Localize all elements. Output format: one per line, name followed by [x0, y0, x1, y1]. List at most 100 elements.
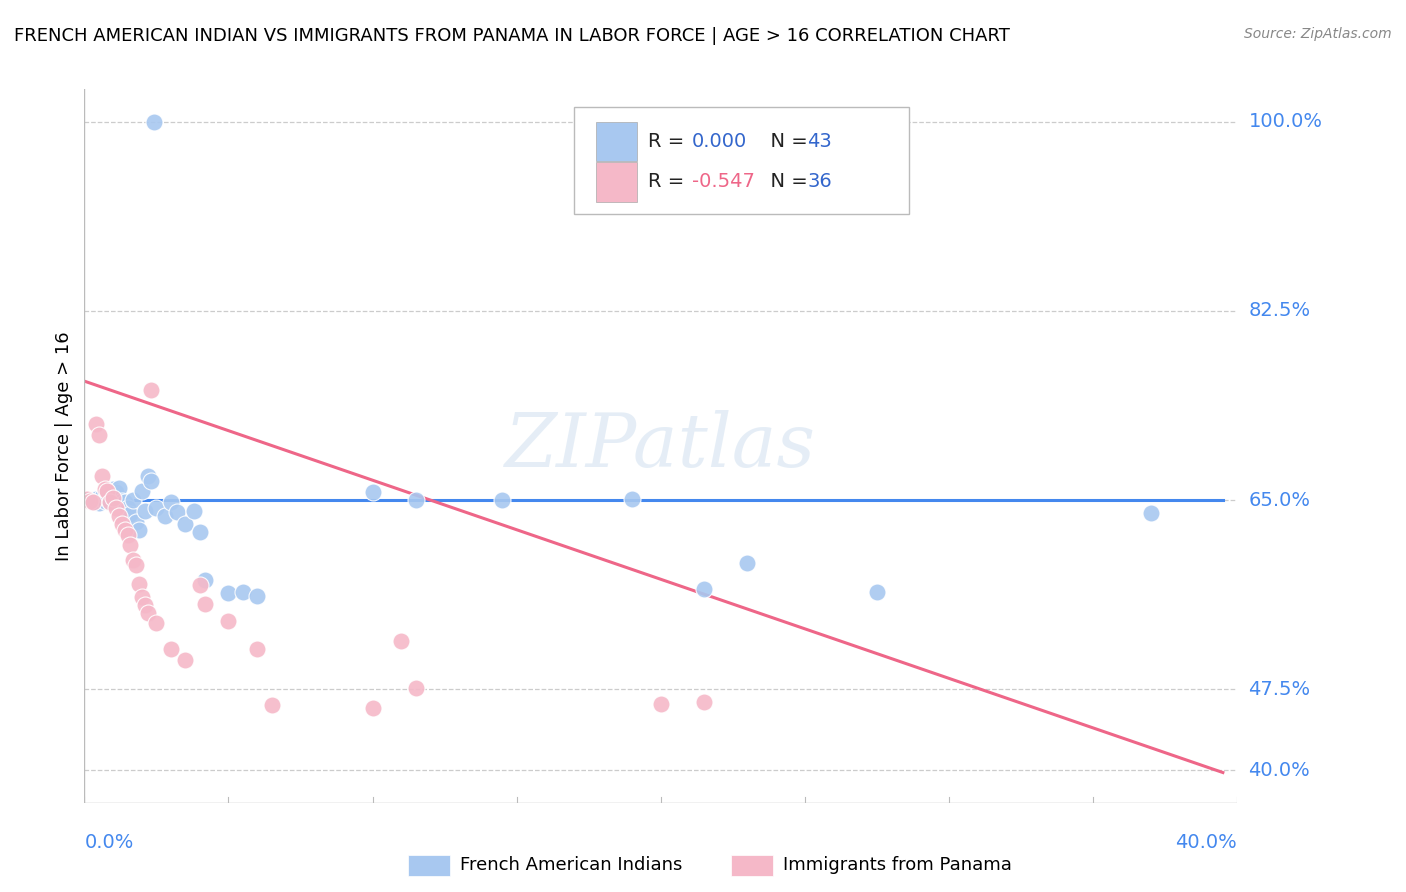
Point	[108, 481, 131, 495]
Point	[194, 597, 217, 611]
Text: FRENCH AMERICAN INDIAN VS IMMIGRANTS FROM PANAMA IN LABOR FORCE | AGE > 16 CORRE: FRENCH AMERICAN INDIAN VS IMMIGRANTS FRO…	[14, 27, 1010, 45]
Point	[96, 484, 118, 499]
Text: 40.0%: 40.0%	[1249, 761, 1310, 780]
Text: Immigrants from Panama: Immigrants from Panama	[783, 856, 1012, 874]
Point	[246, 589, 269, 603]
Point	[650, 698, 672, 712]
Text: 40.0%: 40.0%	[1175, 833, 1237, 853]
Text: 82.5%: 82.5%	[1249, 301, 1310, 320]
Point	[218, 614, 240, 628]
Point	[139, 383, 162, 397]
Point	[103, 482, 124, 496]
Point	[174, 516, 197, 531]
Text: French American Indians: French American Indians	[460, 856, 682, 874]
Point	[84, 417, 107, 432]
Text: R =: R =	[648, 132, 690, 151]
Point	[136, 606, 159, 620]
Point	[160, 495, 183, 509]
Point	[737, 556, 759, 570]
Point	[82, 495, 104, 509]
Text: 0.000: 0.000	[692, 132, 747, 151]
Point	[1140, 506, 1163, 520]
Point	[246, 642, 269, 657]
Text: 36: 36	[807, 172, 832, 192]
Point	[90, 469, 112, 483]
Point	[125, 558, 148, 572]
Point	[391, 633, 413, 648]
Point	[693, 582, 716, 596]
Point	[122, 493, 145, 508]
Point	[117, 500, 139, 515]
Text: N =: N =	[758, 172, 814, 192]
Point	[87, 496, 110, 510]
Point	[188, 578, 211, 592]
Point	[693, 695, 716, 709]
Point	[188, 525, 211, 540]
Text: 47.5%: 47.5%	[1249, 680, 1310, 698]
Point	[134, 504, 156, 518]
FancyBboxPatch shape	[575, 107, 908, 214]
Point	[93, 494, 115, 508]
Point	[183, 504, 205, 518]
Point	[142, 114, 165, 128]
Point	[260, 698, 283, 713]
Point	[145, 500, 167, 515]
Point	[111, 516, 134, 531]
Point	[98, 495, 121, 509]
Text: 100.0%: 100.0%	[1249, 112, 1323, 131]
Point	[87, 428, 110, 442]
Point	[76, 493, 98, 508]
Point	[405, 493, 427, 508]
Point	[621, 491, 644, 506]
Point	[76, 491, 98, 506]
Point	[361, 485, 384, 500]
Point	[120, 539, 142, 553]
Point	[232, 585, 254, 599]
Point	[103, 491, 124, 505]
Point	[122, 552, 145, 566]
Point	[866, 585, 889, 599]
Point	[93, 482, 115, 496]
Text: 43: 43	[807, 132, 832, 151]
Point	[134, 598, 156, 612]
Point	[405, 681, 427, 696]
FancyBboxPatch shape	[596, 121, 637, 161]
Point	[79, 494, 101, 508]
Y-axis label: In Labor Force | Age > 16: In Labor Force | Age > 16	[55, 331, 73, 561]
Point	[79, 494, 101, 508]
Text: N =: N =	[758, 132, 814, 151]
Point	[131, 591, 153, 605]
Text: 0.0%: 0.0%	[84, 833, 134, 853]
Point	[194, 573, 217, 587]
FancyBboxPatch shape	[596, 162, 637, 202]
Point	[166, 505, 188, 519]
Point	[491, 493, 513, 508]
Text: 65.0%: 65.0%	[1249, 491, 1310, 509]
Point	[174, 653, 197, 667]
Point	[114, 495, 136, 509]
Point	[136, 469, 159, 483]
Point	[160, 642, 183, 657]
Point	[82, 495, 104, 509]
Point	[361, 700, 384, 714]
Point	[128, 524, 150, 538]
Point	[120, 507, 142, 521]
Point	[108, 509, 131, 524]
Point	[98, 495, 121, 509]
Point	[131, 484, 153, 499]
Text: ZIPatlas: ZIPatlas	[505, 409, 817, 483]
Point	[84, 491, 107, 506]
Point	[105, 485, 128, 500]
Point	[139, 474, 162, 488]
Text: -0.547: -0.547	[692, 172, 755, 192]
Point	[96, 491, 118, 505]
Point	[145, 616, 167, 631]
Point	[218, 586, 240, 600]
Point	[114, 524, 136, 538]
Point	[105, 500, 128, 515]
Point	[128, 577, 150, 591]
Point	[125, 515, 148, 529]
Point	[153, 509, 176, 524]
Point	[117, 527, 139, 541]
Text: R =: R =	[648, 172, 690, 192]
